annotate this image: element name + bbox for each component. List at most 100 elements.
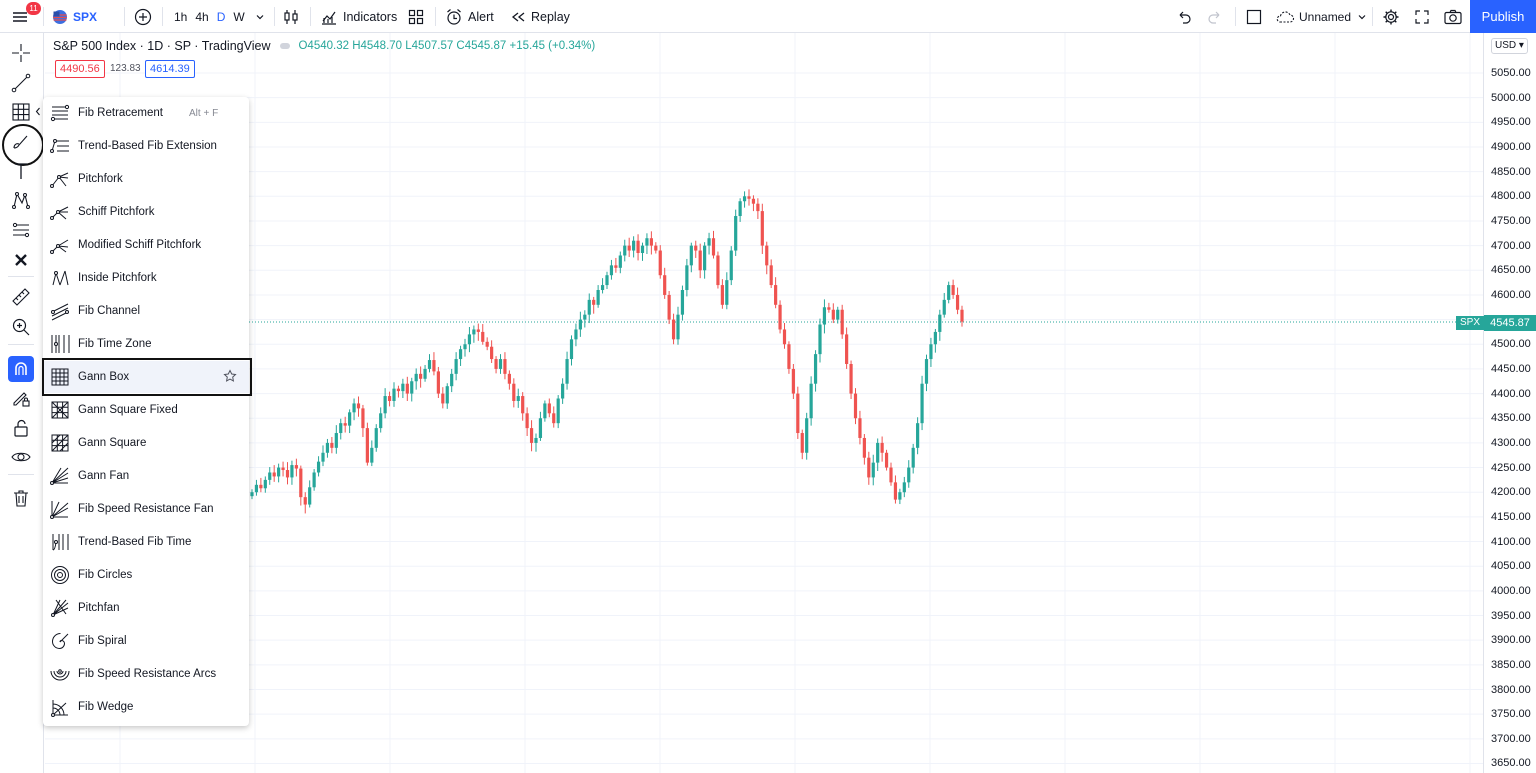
settings-button[interactable] — [1382, 0, 1400, 33]
candle-down — [529, 428, 534, 443]
price-tick: 4900.00 — [1491, 140, 1531, 153]
publish-button[interactable]: Publish — [1470, 0, 1536, 33]
menu-item-pitchfork[interactable]: Pitchfork — [43, 163, 249, 195]
text-tool[interactable] — [8, 158, 34, 184]
menu-item-fib-retracement[interactable]: Fib Retracement Alt + F — [43, 97, 249, 129]
prediction-tool[interactable] — [8, 217, 34, 243]
zoom-tool[interactable] — [8, 314, 34, 340]
candle-down — [658, 250, 662, 276]
candle-up — [632, 240, 636, 251]
interval-d[interactable]: D — [216, 9, 226, 24]
candle-up — [938, 314, 942, 332]
candle-down — [671, 319, 676, 340]
price-tick: 4950.00 — [1491, 116, 1531, 129]
fullscreen-button[interactable] — [1413, 0, 1431, 33]
price-tick: 4350.00 — [1491, 412, 1531, 425]
sell-price-box[interactable]: 4490.56 — [55, 60, 105, 78]
menu-item-modified-schiff-pitchfork[interactable]: Modified Schiff Pitchfork — [43, 229, 249, 261]
menu-item-label: Fib Retracement — [78, 107, 164, 119]
layout-select-button[interactable] — [1245, 0, 1263, 33]
menu-item-inside-pitchfork[interactable]: Inside Pitchfork — [43, 262, 249, 294]
redo-button[interactable] — [1206, 0, 1224, 33]
chart-type-button[interactable] — [282, 0, 300, 33]
menu-item-fib-time-zone[interactable]: Fib Time Zone — [43, 328, 249, 360]
interval-1h[interactable]: 1h — [174, 9, 188, 24]
symbol-title[interactable]: S&P 500 Index · 1D · SP · TradingView — [53, 39, 271, 53]
candle-up — [374, 428, 378, 448]
menu-item-pitchfan[interactable]: Pitchfan — [43, 592, 249, 624]
price-tick: 4500.00 — [1491, 338, 1531, 351]
candle-up — [685, 265, 689, 291]
gann-fib-tools[interactable] — [8, 99, 34, 125]
candle-up — [809, 383, 813, 419]
stay-in-drawing-mode[interactable] — [8, 385, 34, 411]
chevron-left-icon[interactable] — [35, 107, 41, 116]
star-icon[interactable] — [223, 369, 237, 383]
chevron-down-icon[interactable] — [255, 12, 265, 22]
menu-item-gann-fan[interactable]: Gann Fan — [43, 460, 249, 492]
indicators-button[interactable]: Indicators — [320, 0, 397, 33]
top-toolbar: 11 SPX 1h 4h D W — [0, 0, 1536, 33]
patterns-tool[interactable] — [8, 187, 34, 213]
unlock-icon — [14, 419, 28, 437]
menu-item-fib-speed-resistance-arcs[interactable]: Fib Speed Resistance Arcs — [43, 658, 249, 690]
menu-item-fib-speed-resistance-fan[interactable]: Fib Speed Resistance Fan — [43, 493, 249, 525]
us-flag-icon — [53, 9, 67, 24]
measure-tool[interactable] — [8, 284, 34, 310]
crosshair-tool[interactable] — [8, 40, 34, 66]
menu-item-gann-square-fixed[interactable]: Gann Square Fixed — [43, 394, 249, 426]
chart-pane[interactable] — [45, 33, 1483, 773]
candle-down — [840, 309, 844, 335]
price-tick: 4150.00 — [1491, 510, 1531, 523]
trend-line-tool[interactable] — [8, 70, 34, 96]
menu-item-fib-channel[interactable]: Fib Channel — [43, 295, 249, 327]
candle-down — [490, 346, 494, 360]
candle-down — [387, 396, 392, 401]
menu-item-gann-square[interactable]: Gann Square — [43, 427, 249, 459]
menu-item-fib-wedge[interactable]: Fib Wedge — [43, 691, 249, 723]
zoom-in-icon — [12, 318, 30, 336]
alert-button[interactable]: Alert — [445, 0, 494, 33]
candle-down — [765, 245, 769, 266]
candle-down — [441, 393, 445, 404]
symbol-search-button[interactable]: SPX — [52, 0, 97, 33]
menu-item-fib-spiral[interactable]: Fib Spiral — [43, 625, 249, 657]
lock-drawings-toggle[interactable] — [8, 415, 34, 441]
price-scale[interactable]: 5050.00 5000.00 4950.00 4900.00 4850.00 4800.… — [1483, 33, 1536, 773]
buy-price-box[interactable]: 4614.39 — [145, 60, 195, 78]
candle-up — [423, 368, 427, 379]
replay-button[interactable]: Replay — [510, 0, 570, 33]
candle-down — [845, 334, 849, 364]
price-tick: 4850.00 — [1491, 165, 1531, 178]
remove-drawings-tool[interactable] — [8, 247, 34, 273]
brush-icon — [13, 135, 28, 149]
main-menu-button[interactable] — [10, 0, 30, 33]
price-tick: 4650.00 — [1491, 264, 1531, 277]
candle-down — [782, 329, 787, 345]
magnet-mode-toggle[interactable] — [8, 356, 34, 382]
ruler-icon — [12, 288, 30, 306]
candle-up — [463, 344, 467, 350]
currency-select[interactable]: USD ▾ — [1491, 38, 1528, 54]
candle-up — [822, 307, 827, 325]
save-layout-button[interactable]: Unnamed — [1275, 0, 1367, 33]
templates-button[interactable] — [407, 0, 425, 33]
snapshot-button[interactable] — [1443, 0, 1463, 33]
compare-add-symbol-button[interactable] — [134, 0, 152, 33]
candle-down — [831, 309, 835, 320]
delete-all-button[interactable] — [8, 485, 34, 511]
candle-down — [365, 428, 369, 463]
menu-item-gann-box[interactable]: Gann Box — [43, 361, 249, 393]
undo-button[interactable] — [1175, 0, 1193, 33]
menu-item-label: Fib Speed Resistance Fan — [78, 503, 214, 515]
brush-tool[interactable] — [8, 129, 34, 155]
hide-drawings-toggle[interactable] — [8, 444, 34, 470]
menu-item-trend-based-fib-time[interactable]: Trend-Based Fib Time — [43, 526, 249, 558]
candle-down — [774, 285, 778, 305]
interval-w[interactable]: W — [233, 9, 245, 24]
candle-down — [303, 497, 307, 505]
menu-item-trend-based-fib-extension[interactable]: Trend-Based Fib Extension — [43, 130, 249, 162]
interval-4h[interactable]: 4h — [195, 9, 209, 24]
menu-item-fib-circles[interactable]: Fib Circles — [43, 559, 249, 591]
menu-item-schiff-pitchfork[interactable]: Schiff Pitchfork — [43, 196, 249, 228]
